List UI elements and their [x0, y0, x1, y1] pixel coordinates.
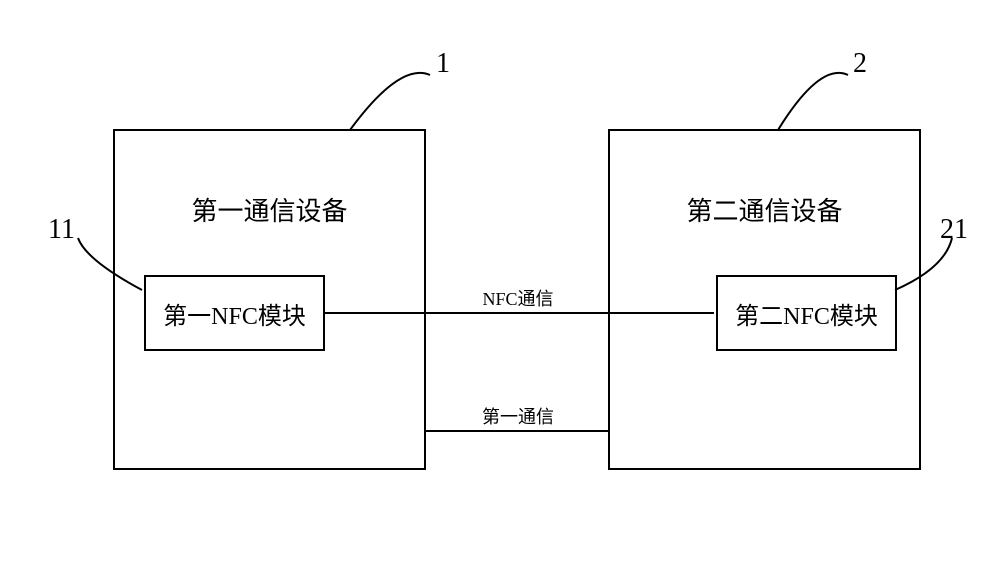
lead-nfc2	[0, 0, 1000, 563]
refnum-nfc2: 21	[940, 214, 968, 246]
diagram-canvas: 第一通信设备 第一NFC模块 第二通信设备 第二NFC模块 NFC通信 第一通信…	[0, 0, 1000, 563]
